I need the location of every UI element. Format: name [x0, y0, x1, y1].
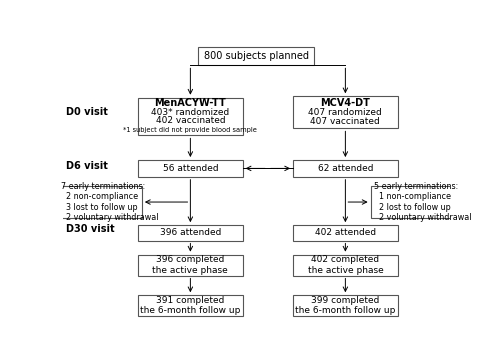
Text: MCV4-DT: MCV4-DT [320, 98, 370, 108]
Bar [56, 186, 142, 218]
Text: 800 subjects planned: 800 subjects planned [204, 51, 309, 61]
Text: 403* randomized: 403* randomized [151, 108, 230, 116]
Bar [138, 160, 242, 177]
Bar [293, 254, 398, 276]
Bar [138, 225, 242, 241]
Text: 402 vaccinated: 402 vaccinated [156, 116, 225, 126]
Text: D0 visit: D0 visit [66, 107, 108, 117]
Bar [293, 295, 398, 316]
Text: 396 attended: 396 attended [160, 228, 221, 237]
Text: *1 subject did not provide blood sample: *1 subject did not provide blood sample [124, 127, 258, 133]
Bar [370, 186, 456, 218]
Text: 402 completed
the active phase: 402 completed the active phase [308, 256, 384, 275]
Text: 407 vaccinated: 407 vaccinated [310, 117, 380, 126]
Bar [293, 96, 398, 128]
Text: D30 visit: D30 visit [66, 223, 115, 234]
Text: 402 attended: 402 attended [315, 228, 376, 237]
Text: D6 visit: D6 visit [66, 161, 108, 171]
Text: MenACYW-TT: MenACYW-TT [154, 98, 226, 108]
Bar [293, 225, 398, 241]
Text: 5 early terminations:
  1 non-compliance
  2 lost to follow up
  2 voluntary wit: 5 early terminations: 1 non-compliance 2… [374, 182, 472, 222]
Text: 7 early terminations:
  2 non-compliance
  3 lost to follow up
  2 voluntary wit: 7 early terminations: 2 non-compliance 3… [60, 182, 158, 222]
Bar [138, 295, 242, 316]
Bar [293, 160, 398, 177]
Bar [198, 47, 314, 66]
Text: 391 completed
the 6-month follow up: 391 completed the 6-month follow up [140, 296, 240, 316]
Text: 407 randomized: 407 randomized [308, 108, 382, 117]
Text: 56 attended: 56 attended [162, 164, 218, 173]
Bar [138, 98, 242, 135]
Text: 396 completed
the active phase: 396 completed the active phase [152, 256, 228, 275]
Text: 399 completed
the 6-month follow up: 399 completed the 6-month follow up [295, 296, 396, 316]
Text: 62 attended: 62 attended [318, 164, 373, 173]
Bar [138, 254, 242, 276]
